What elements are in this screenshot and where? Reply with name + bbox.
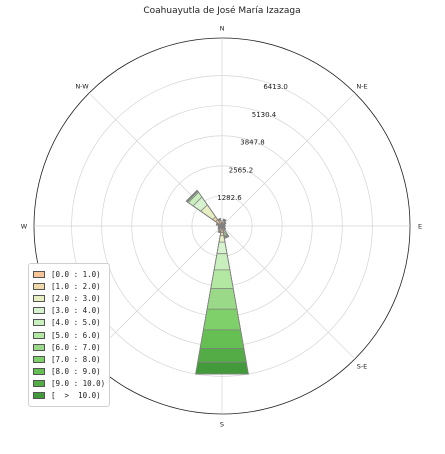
legend-label: [5.0 : 6.0) [51,330,101,340]
grid-spoke [221,92,356,227]
legend-swatch [33,307,45,315]
legend-swatch [33,319,45,327]
legend-item: [9.0 : 10.0) [33,378,106,390]
direction-label: S [220,421,224,429]
radial-tick-labels: 1282.6 2565.2 3847.8 5130.4 6413.0 [217,83,288,202]
radial-tick-label: 6413.0 [263,83,288,91]
chart-title: Coahuayutla de José María Izazaga [143,5,300,16]
wind-sectors [185,189,249,375]
direction-label: N-W [75,83,89,91]
grid-spoke [221,225,356,360]
legend-label: [ > 10.0) [51,391,101,401]
legend-item: [2.0 : 3.0) [33,292,106,304]
legend-swatch [33,355,45,363]
direction-label: S-E [357,363,368,371]
legend-item: [ > 10.0) [33,390,106,402]
legend-swatch [33,368,45,376]
legend-item: [0.0 : 1.0) [33,268,106,280]
grid-spoke [88,225,223,360]
radial-tick-label: 2565.2 [229,166,254,174]
legend-item: [7.0 : 8.0) [33,353,106,365]
radial-tick-label: 1282.6 [217,194,242,202]
legend-swatch [33,343,45,351]
direction-label: N [220,25,225,33]
legend-label: [3.0 : 4.0) [51,306,101,316]
legend-swatch [33,294,45,302]
legend-label: [4.0 : 5.0) [51,318,101,328]
legend-item: [1.0 : 2.0) [33,280,106,292]
legend-swatch [33,270,45,278]
legend-item: [4.0 : 5.0) [33,317,106,329]
direction-label: E [418,223,422,231]
radial-tick-label: 5130.4 [252,111,277,119]
legend-label: [9.0 : 10.0) [51,379,106,389]
direction-label: W [21,223,28,231]
legend-label: [6.0 : 7.0) [51,342,101,352]
legend-swatch [33,392,45,400]
legend-swatch [33,331,45,339]
legend-swatch [33,380,45,388]
legend-swatch [33,282,45,290]
legend-label: [1.0 : 2.0) [51,281,101,291]
legend-item: [6.0 : 7.0) [33,341,106,353]
legend: [0.0 : 1.0) [1.0 : 2.0) [2.0 : 3.0) [3.0 : … [28,263,110,407]
legend-label: [0.0 : 1.0) [51,269,101,279]
legend-label: [7.0 : 8.0) [51,354,101,364]
radial-tick-label: 3847.8 [240,139,265,147]
legend-label: [8.0 : 9.0) [51,367,101,377]
legend-item: [3.0 : 4.0) [33,305,106,317]
legend-label: [2.0 : 3.0) [51,293,101,303]
legend-item: [8.0 : 9.0) [33,366,106,378]
direction-label: N-E [356,83,367,91]
wind-sector [218,219,223,227]
legend-item: [5.0 : 6.0) [33,329,106,341]
